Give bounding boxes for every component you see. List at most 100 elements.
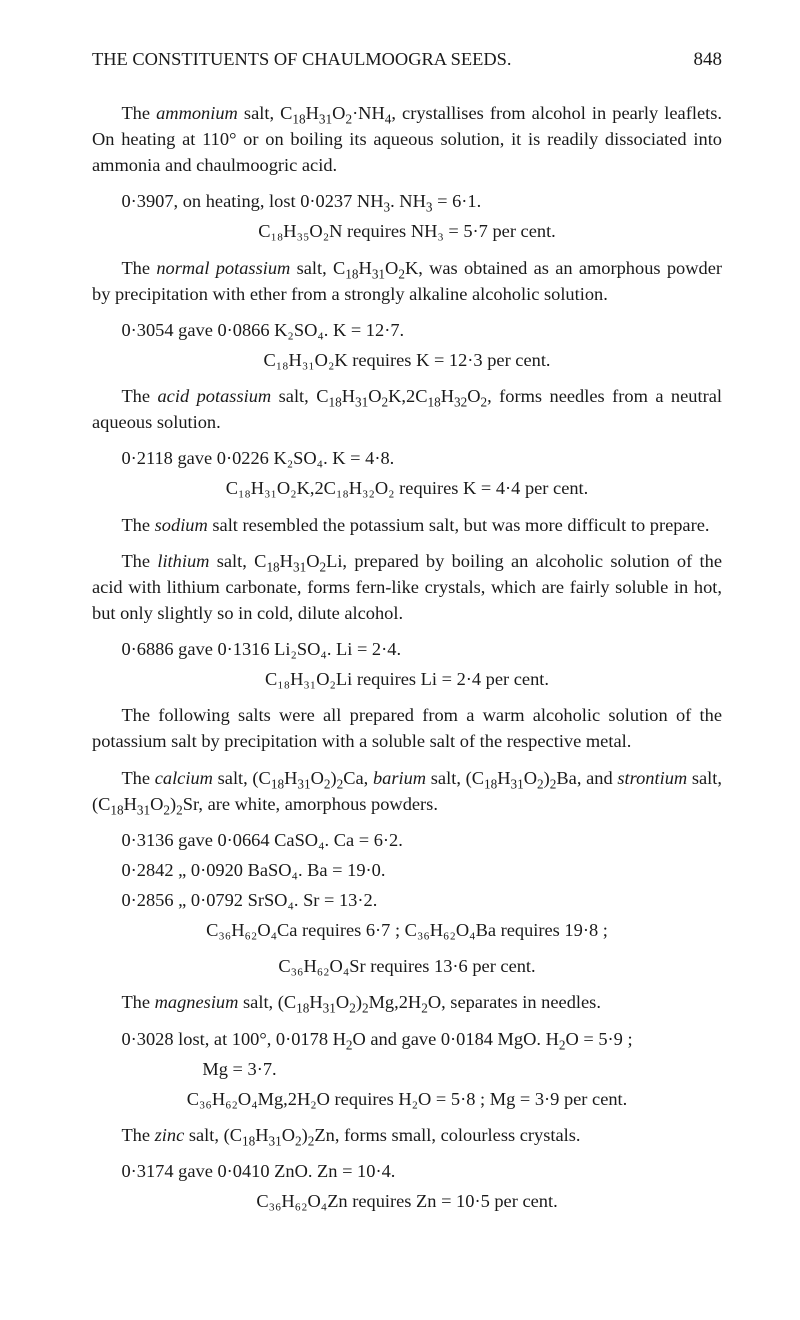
salt-name: calcium: [155, 768, 213, 788]
text: The: [121, 551, 157, 571]
text: O: [311, 768, 324, 788]
text: The: [121, 768, 154, 788]
text: salt, C: [209, 551, 266, 571]
paragraph-ammonium: The ammonium salt, C18H31O2·NH4, crystal…: [92, 100, 722, 178]
text: The: [121, 258, 156, 278]
text: salt, C: [238, 103, 293, 123]
salt-name: lithium: [157, 551, 209, 571]
subscript: 2: [559, 1037, 566, 1052]
text: H: [284, 768, 297, 788]
text: . NH: [390, 191, 426, 211]
text: = 6·1.: [433, 191, 482, 211]
text: O and gave 0·0184 MgO. H: [353, 1029, 559, 1049]
measurement: 0·3907, on heating, lost 0·0237 NH3. NH3…: [121, 188, 722, 214]
text: 0·3028 lost, at 100°, 0·0178 H: [121, 1029, 345, 1049]
salt-name: ammonium: [156, 103, 238, 123]
text: O: [336, 992, 349, 1012]
subscript: 18: [484, 776, 497, 791]
measurement: 0·6886 gave 0·1316 Li₂SO₄. Li = 2·4.: [121, 636, 722, 662]
paragraph-acid-potassium: The acid potassium salt, C18H31O2K,2C18H…: [92, 383, 722, 435]
subscript: 31: [137, 802, 150, 817]
subscript: 18: [271, 776, 284, 791]
salt-name: acid potassium: [157, 386, 271, 406]
measurement: 0·3054 gave 0·0866 K₂SO₄. K = 12·7.: [121, 317, 722, 343]
requires-line: C₃₆H₆₂O₄Ca requires 6·7 ; C₃₆H₆₂O₄Ba req…: [92, 917, 722, 943]
text: Ca,: [343, 768, 373, 788]
paragraph-following-salts: The following salts were all prepared fr…: [92, 702, 722, 754]
subscript: 31: [293, 559, 306, 574]
text: Ba, and: [556, 768, 617, 788]
text: O: [282, 1125, 295, 1145]
subscript: 2: [176, 802, 183, 817]
requires-line: C₃₆H₆₂O₄Sr requires 13·6 per cent.: [92, 953, 722, 979]
text: H: [497, 768, 510, 788]
text: K,2C: [388, 386, 427, 406]
measurement: 0·3136 gave 0·0664 CaSO₄. Ca = 6·2.: [121, 827, 722, 853]
text: H: [280, 551, 293, 571]
text: O: [368, 386, 381, 406]
page: THE CONSTITUENTS OF CHAULMOOGRA SEEDS. 8…: [0, 0, 800, 1284]
requires-line: C₃₆H₆₂O₄Mg,2H₂O requires H₂O = 5·8 ; Mg …: [92, 1086, 722, 1112]
subscript: 2: [346, 1037, 353, 1052]
requires-line: C₃₆H₆₂O₄Zn requires Zn = 10·5 per cent.: [92, 1188, 722, 1214]
text: The: [121, 515, 154, 535]
text: H: [124, 794, 137, 814]
measurement: 0·2118 gave 0·0226 K₂SO₄. K = 4·8.: [121, 445, 722, 471]
subscript: 18: [345, 266, 358, 281]
text: The: [121, 103, 156, 123]
text: H: [359, 258, 372, 278]
subscript: 31: [297, 776, 310, 791]
text: salt, (C: [184, 1125, 242, 1145]
salt-name: barium: [373, 768, 426, 788]
subscript: 2: [349, 1001, 356, 1016]
subscript: 18: [427, 395, 440, 410]
text: O = 5·9 ;: [566, 1029, 633, 1049]
subscript: 31: [355, 395, 368, 410]
text: O: [385, 258, 398, 278]
text: The: [121, 386, 157, 406]
text: salt, (C: [238, 992, 296, 1012]
measurement: 0·2842 „ 0·0920 BaSO₄. Ba = 19·0.: [121, 857, 722, 883]
requires-line: C₁₈H₃₅O₂N requires NH₃ = 5·7 per cent.: [92, 218, 722, 244]
subscript: 3: [426, 200, 433, 215]
text: Zn, forms small, colourless crystals.: [314, 1125, 580, 1145]
paragraph-lithium: The lithium salt, C18H31O2Li, prepared b…: [92, 548, 722, 626]
paragraph-zinc: The zinc salt, (C18H31O2)2Zn, forms smal…: [92, 1122, 722, 1148]
text: salt resembled the potassium salt, but w…: [208, 515, 710, 535]
paragraph-sodium: The sodium salt resembled the potassium …: [92, 512, 722, 538]
text: Sr, are white, amorphous powders.: [183, 794, 438, 814]
salt-name: zinc: [155, 1125, 185, 1145]
text: salt, C: [290, 258, 345, 278]
text: O: [150, 794, 163, 814]
subscript: 2: [398, 266, 405, 281]
text: H: [309, 992, 322, 1012]
subscript: 18: [266, 559, 279, 574]
text: O: [467, 386, 480, 406]
subscript: 18: [328, 395, 341, 410]
subscript: 31: [511, 776, 524, 791]
text: 0·3907, on heating, lost 0·0237 NH: [121, 191, 383, 211]
page-header: THE CONSTITUENTS OF CHAULMOOGRA SEEDS. 8…: [92, 46, 722, 74]
text: salt, C: [271, 386, 328, 406]
text: H: [306, 103, 319, 123]
salt-name: magnesium: [155, 992, 239, 1012]
requires-line: C₁₈H₃₁O₂K requires K = 12·3 per cent.: [92, 347, 722, 373]
subscript: 2: [295, 1134, 302, 1149]
running-title: THE CONSTITUENTS OF CHAULMOOGRA SEEDS.: [92, 46, 511, 72]
text: Mg,2H: [369, 992, 422, 1012]
text: O: [306, 551, 319, 571]
salt-name: normal potassium: [156, 258, 290, 278]
subscript: 18: [110, 802, 123, 817]
measurement: Mg = 3·7.: [202, 1056, 722, 1082]
requires-line: C₁₈H₃₁O₂K,2C₁₈H₃₂O₂ requires K = 4·4 per…: [92, 475, 722, 501]
text: The following salts were all prepared fr…: [92, 705, 722, 751]
paragraph-normal-potassium: The normal potassium salt, C18H31O2K, wa…: [92, 255, 722, 307]
subscript: 2: [421, 1001, 428, 1016]
measurement: 0·2856 „ 0·0792 SrSO₄. Sr = 13·2.: [121, 887, 722, 913]
text: ·NH: [352, 103, 385, 123]
text: H: [441, 386, 454, 406]
measurement: 0·3174 gave 0·0410 ZnO. Zn = 10·4.: [121, 1158, 722, 1184]
subscript: 32: [454, 395, 467, 410]
page-number: 848: [694, 47, 723, 74]
paragraph-magnesium: The magnesium salt, (C18H31O2)2Mg,2H2O, …: [92, 989, 722, 1015]
